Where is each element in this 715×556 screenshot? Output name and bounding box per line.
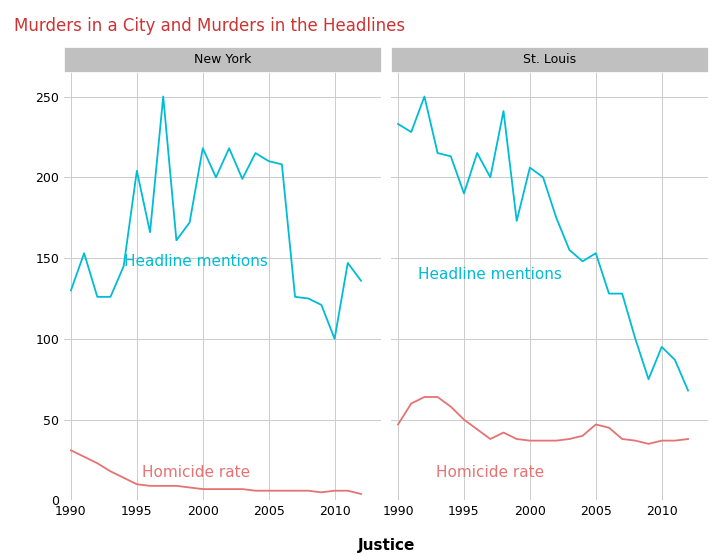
Text: Justice: Justice: [358, 538, 415, 553]
Text: St. Louis: St. Louis: [523, 53, 576, 66]
Text: New York: New York: [194, 53, 251, 66]
Text: Murders in a City and Murders in the Headlines: Murders in a City and Murders in the Hea…: [14, 17, 405, 34]
Text: Homicide rate: Homicide rate: [436, 465, 544, 480]
Text: Headline mentions: Headline mentions: [124, 254, 268, 269]
Text: Headline mentions: Headline mentions: [418, 267, 562, 282]
Text: Homicide rate: Homicide rate: [142, 465, 250, 480]
